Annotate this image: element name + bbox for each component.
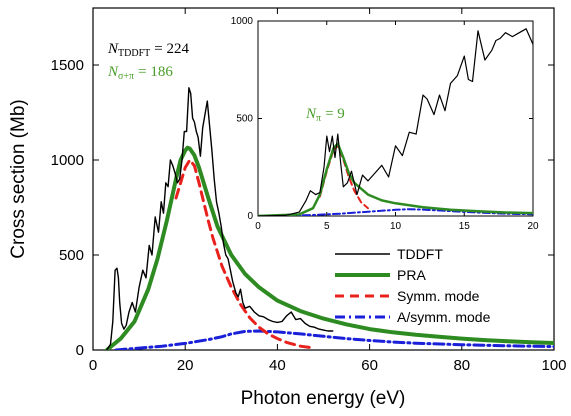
main-series-a-symm-mode xyxy=(114,329,554,350)
inset-series-tddft xyxy=(258,28,533,216)
main-ytick-label-0: 0 xyxy=(76,342,84,359)
main-xtick-label-80: 80 xyxy=(453,357,470,374)
main-xtick-label-0: 0 xyxy=(89,357,97,374)
legend-label-pra: PRA xyxy=(397,267,426,283)
inset-ytick-label-1000: 1000 xyxy=(231,16,254,27)
main-curves xyxy=(104,87,554,350)
main-xtick-label-20: 20 xyxy=(177,357,194,374)
inset-series-pra xyxy=(258,142,533,216)
legend: TDDFT PRA Symm. mode A/symm. mode xyxy=(335,246,491,325)
main-xtick-label-40: 40 xyxy=(269,357,286,374)
main-xtick-label-60: 60 xyxy=(361,357,378,374)
inset-xtick-label-10: 10 xyxy=(390,221,402,232)
main-series-tddft xyxy=(106,87,334,350)
main-series-symm-mode xyxy=(174,158,316,350)
inset-xtick-label-0: 0 xyxy=(255,221,261,232)
inset-ytick-label-0: 0 xyxy=(247,211,253,222)
main-xtick-label-100: 100 xyxy=(541,357,566,374)
inset-xtick-label-5: 5 xyxy=(324,221,330,232)
inset-plot: 0 5 10 15 20 0 500 1000 Nπ = 9 xyxy=(231,16,539,232)
main-ytick-label-1500: 1500 xyxy=(51,57,84,74)
y-axis-label: Cross section (Mb) xyxy=(8,99,29,258)
inset-curves xyxy=(258,28,533,216)
main-ytick-label-500: 500 xyxy=(59,247,84,264)
legend-label-asymm: A/symm. mode xyxy=(397,309,491,325)
main-ytick-label-1000: 1000 xyxy=(51,152,84,169)
annotation-n-pi: Nπ = 9 xyxy=(305,106,345,124)
inset-xtick-label-15: 15 xyxy=(459,221,471,232)
inset-ticks: 0 5 10 15 20 0 500 1000 xyxy=(231,16,539,232)
inset-xtick-label-20: 20 xyxy=(527,221,539,232)
legend-label-symm: Symm. mode xyxy=(397,288,480,304)
annotation-n-tddft: NTDDFT = 224 xyxy=(107,41,189,59)
inset-plot-bg xyxy=(258,21,533,216)
main-series-pra xyxy=(104,145,554,350)
annotation-n-sigma-pi: Nσ+π = 186 xyxy=(107,64,173,82)
x-axis-label: Photon energy (eV) xyxy=(241,388,406,409)
main-plot-frame xyxy=(92,7,555,351)
inset-ytick-label-500: 500 xyxy=(236,114,253,125)
legend-label-tddft: TDDFT xyxy=(397,246,443,262)
